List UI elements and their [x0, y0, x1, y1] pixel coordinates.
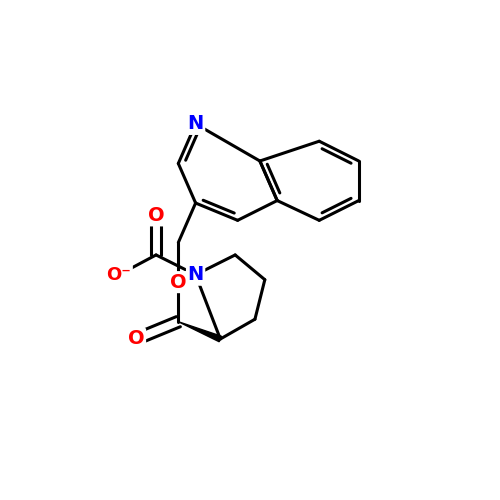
Text: O: O [170, 272, 186, 291]
Text: O: O [148, 206, 164, 225]
Text: O⁻: O⁻ [106, 266, 132, 283]
Text: N: N [188, 265, 204, 284]
Polygon shape [178, 322, 222, 342]
Text: N: N [188, 114, 204, 134]
Text: O: O [128, 330, 144, 348]
